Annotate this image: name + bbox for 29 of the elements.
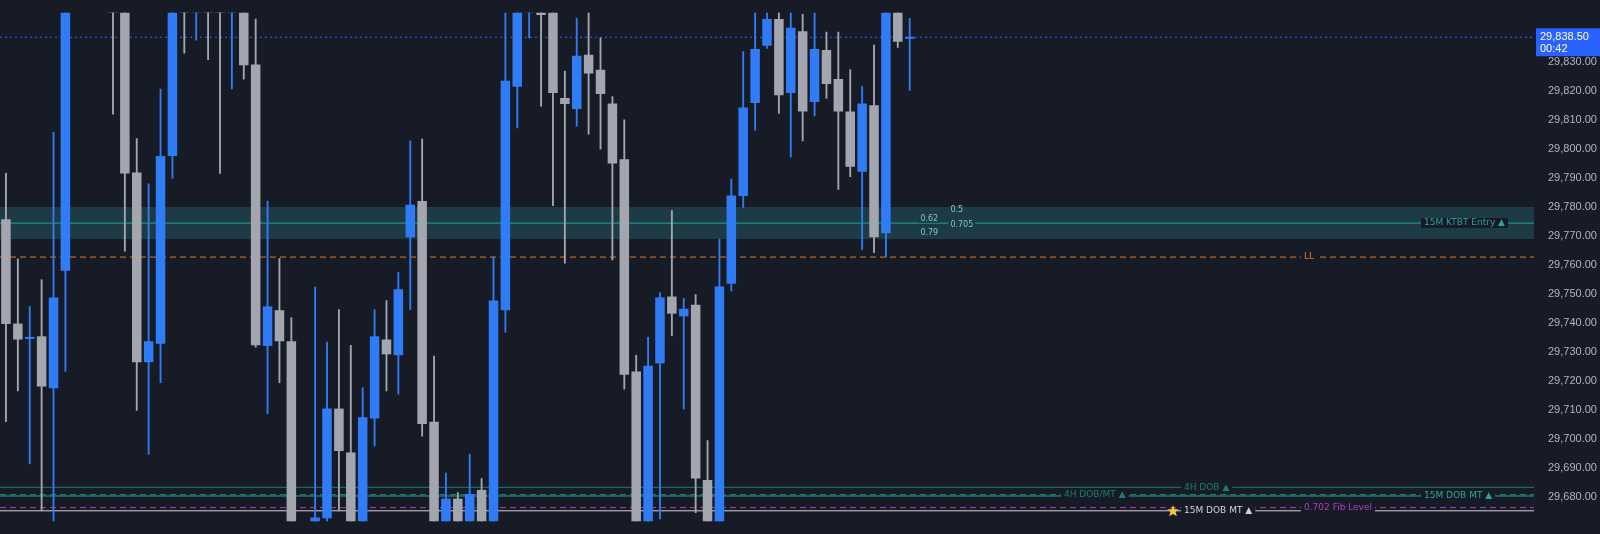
y-tick-label: 29,790.00 [1548,171,1597,184]
y-tick-label: 29,740.00 [1548,316,1597,329]
y-tick-label: 29,680.00 [1548,490,1597,503]
y-tick-label: 29,770.00 [1548,229,1597,242]
ref-line-label: 0.702 Fib Level [1304,501,1372,512]
y-tick-label: 29,710.00 [1548,403,1597,416]
y-tick-label: 29,760.00 [1548,258,1597,271]
ref-line-label: LL [1304,251,1315,262]
annotation: 0.5 [950,205,964,215]
text: 00:42 [1540,42,1568,55]
y-tick-label: 29,720.00 [1548,374,1597,387]
annotation: 0.62 [920,213,939,223]
ref-line-label: 15M DOB MT ▲ [1184,505,1253,516]
y-tick-label: 29,830.00 [1548,54,1597,67]
ref-line-label: 15M KTBT Entry ▲ [1424,217,1506,228]
ref-line-label: 15M DOB MT ▲ [1424,490,1493,501]
y-tick-label: 29,690.00 [1548,461,1597,474]
y-tick-label: 29,810.00 [1548,113,1597,126]
y-tick-label: 29,700.00 [1548,432,1597,445]
annotation: 0.705 [950,219,974,229]
ref-line-label: 29,838.50 [1540,30,1589,43]
y-tick-label: 29,820.00 [1548,84,1597,97]
y-tick-label: 29,800.00 [1548,142,1597,155]
y-tick-label: 29,750.00 [1548,287,1597,300]
annotation: 0.79 [920,228,939,238]
ref-line-label: 4H DOB/MT ▲ [1064,488,1126,499]
ref-line-label: 4H DOB ▲ [1184,481,1230,492]
y-tick-label: 29,730.00 [1548,345,1597,358]
y-tick-label: 29,780.00 [1548,200,1597,213]
